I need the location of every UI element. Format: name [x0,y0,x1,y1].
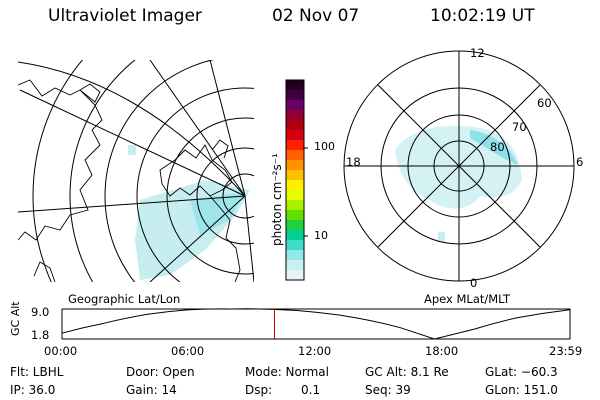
colorbar-swatch [286,100,304,111]
timeline-ymin: 1.8 [31,328,50,342]
colorbar-swatch [286,250,304,261]
glon-readout: GLon: 151.0 [485,383,558,397]
glat-readout: GLat: −60.3 [485,365,558,379]
timeline-tick-0: 00:00 [44,344,78,358]
timeline-tick-4: 23:59 [549,344,583,358]
mlt-label-6: 6 [576,155,584,169]
coastline-west [18,79,103,241]
observation-date: 02 Nov 07 [272,6,360,26]
orbit-altitude-curve [61,308,570,340]
colorbar-swatch [286,160,304,171]
timeline-ylabel: GC Alt [9,301,22,336]
colorbar-swatch [286,180,304,191]
colorbar-swatch [286,90,304,101]
timeline-tick-3: 18:00 [425,344,459,358]
mlat-label-60: 60 [537,96,552,110]
mlt-label-18: 18 [346,155,361,169]
colorbar-swatch [286,80,304,91]
coastline-island [79,83,101,103]
gain-readout: Gain: 14 [126,383,177,397]
mlat-label-80: 80 [490,140,505,154]
colorbar-swatch [286,170,304,181]
gc-alt-readout: GC Alt: 8.1 Re [365,365,449,379]
colorbar-frame [285,79,305,281]
colorbar-swatch [286,130,304,141]
door-readout: Door: Open [126,365,195,379]
observation-time: 10:02:19 UT [430,6,535,26]
seq-readout: Seq: 39 [365,383,411,397]
colorbar-swatch [286,260,304,271]
colorbar-tick-10: 10 [314,229,328,242]
polar-plot-label: Apex MLat/MLT [424,292,511,306]
filter-readout: Flt: LBHL [10,365,64,379]
dsp-value: 0.1 [301,383,321,397]
timeline-tick-2: 12:00 [298,344,332,358]
colorbar-swatch [286,140,304,151]
colorbar-swatch [286,190,304,201]
mlt-label-0: 0 [470,276,478,290]
ip-readout: IP: 36.0 [10,383,56,397]
timeline-frame [61,308,571,340]
colorbar-tick-100: 100 [314,140,335,153]
instrument-title: Ultraviolet Imager [48,6,202,26]
dsp-label: Dsp: [245,383,273,397]
mlat-label-70: 70 [512,120,527,134]
timeline-tick-1: 06:00 [171,344,205,358]
coastline-east [159,144,233,197]
colorbar-swatch [286,110,304,121]
colorbar-swatch [286,230,304,241]
colorbar-swatch [286,220,304,231]
colorbar-swatch [286,120,304,131]
colorbar-swatch [286,200,304,211]
timeline-ymax: 9.0 [31,305,50,319]
mlt-label-12: 12 [470,46,485,60]
colorbar-swatch [286,270,304,281]
colorbar-swatch [286,210,304,221]
mode-readout: Mode: Normal [245,365,329,379]
colorbar-swatch [286,240,304,251]
geographic-map-label: Geographic Lat/Lon [68,292,181,306]
colorbar-swatch [286,150,304,161]
